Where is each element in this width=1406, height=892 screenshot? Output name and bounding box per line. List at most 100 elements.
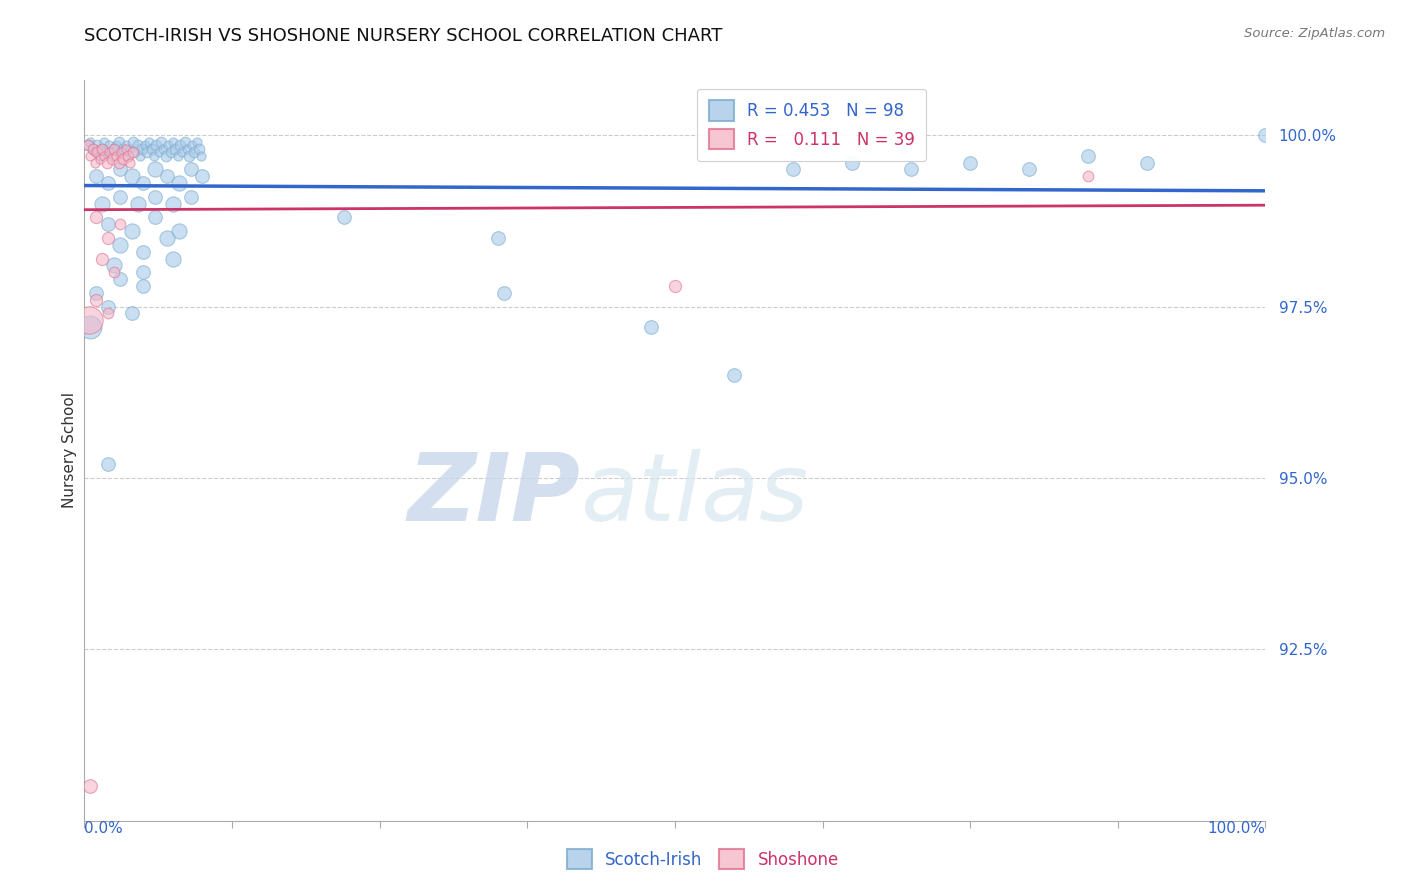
Point: [132, 244, 155, 259]
Point: [132, 176, 155, 190]
Point: [173, 135, 195, 149]
Point: [156, 231, 179, 245]
Point: [132, 279, 155, 293]
Point: [84, 155, 107, 169]
Point: [96, 145, 118, 160]
Text: 100.0%: 100.0%: [1208, 821, 1265, 836]
Point: [105, 149, 128, 163]
Point: [77, 313, 100, 327]
Point: [121, 169, 143, 184]
Point: [97, 176, 120, 190]
Point: [159, 145, 181, 160]
Point: [959, 155, 981, 169]
Point: [79, 135, 101, 149]
Point: [190, 149, 212, 163]
Point: [82, 142, 104, 156]
Point: [157, 138, 180, 153]
Point: [162, 135, 184, 149]
Point: [128, 149, 150, 163]
Point: [180, 138, 202, 153]
Point: [84, 293, 107, 307]
Point: [91, 142, 114, 156]
Y-axis label: Nursery School: Nursery School: [62, 392, 77, 508]
Point: [1254, 128, 1277, 142]
Point: [156, 169, 179, 184]
Point: [97, 300, 120, 314]
Point: [98, 138, 121, 153]
Text: ZIP: ZIP: [408, 449, 581, 541]
Point: [127, 196, 149, 211]
Point: [1077, 149, 1099, 163]
Point: [782, 162, 804, 177]
Point: [492, 285, 515, 300]
Point: [82, 142, 104, 156]
Point: [108, 217, 131, 231]
Point: [93, 135, 115, 149]
Text: Source: ZipAtlas.com: Source: ZipAtlas.com: [1244, 27, 1385, 40]
Point: [333, 211, 356, 225]
Point: [79, 149, 101, 163]
Point: [152, 142, 174, 156]
Point: [169, 138, 191, 153]
Point: [100, 152, 122, 166]
Point: [134, 138, 156, 153]
Point: [91, 196, 114, 211]
Point: [107, 155, 129, 169]
Legend: R = 0.453   N = 98, R =   0.111   N = 39: R = 0.453 N = 98, R = 0.111 N = 39: [697, 88, 927, 161]
Point: [114, 142, 136, 156]
Point: [176, 142, 198, 156]
Point: [86, 138, 108, 153]
Point: [86, 145, 108, 160]
Point: [117, 149, 139, 163]
Point: [143, 162, 166, 177]
Text: 0.0%: 0.0%: [84, 821, 124, 836]
Point: [167, 176, 190, 190]
Point: [117, 149, 139, 163]
Legend: Scotch-Irish, Shoshone: Scotch-Irish, Shoshone: [557, 838, 849, 880]
Point: [179, 149, 201, 163]
Text: SCOTCH-IRISH VS SHOSHONE NURSERY SCHOOL CORRELATION CHART: SCOTCH-IRISH VS SHOSHONE NURSERY SCHOOL …: [84, 27, 723, 45]
Point: [143, 211, 166, 225]
Point: [107, 135, 129, 149]
Point: [131, 142, 153, 156]
Point: [89, 152, 111, 166]
Point: [105, 138, 128, 153]
Point: [108, 190, 131, 204]
Text: atlas: atlas: [581, 450, 808, 541]
Point: [180, 162, 202, 177]
Point: [166, 149, 188, 163]
Point: [103, 265, 125, 279]
Point: [141, 142, 163, 156]
Point: [162, 252, 184, 266]
Point: [79, 780, 101, 794]
Point: [121, 135, 143, 149]
Point: [96, 155, 118, 169]
Point: [640, 320, 662, 334]
Point: [723, 368, 745, 382]
Point: [103, 142, 125, 156]
Point: [93, 149, 115, 163]
Point: [664, 279, 686, 293]
Point: [132, 265, 155, 279]
Point: [165, 142, 187, 156]
Point: [112, 142, 135, 156]
Point: [162, 196, 184, 211]
Point: [108, 162, 131, 177]
Point: [110, 145, 132, 160]
Point: [77, 138, 100, 153]
Point: [97, 306, 120, 320]
Point: [110, 145, 132, 160]
Point: [103, 142, 125, 156]
Point: [100, 149, 122, 163]
Point: [143, 190, 166, 204]
Point: [121, 145, 143, 160]
Point: [841, 155, 863, 169]
Point: [1136, 155, 1159, 169]
Point: [143, 149, 166, 163]
Point: [124, 145, 146, 160]
Point: [1018, 162, 1040, 177]
Point: [127, 138, 149, 153]
Point: [180, 190, 202, 204]
Point: [91, 252, 114, 266]
Point: [121, 224, 143, 238]
